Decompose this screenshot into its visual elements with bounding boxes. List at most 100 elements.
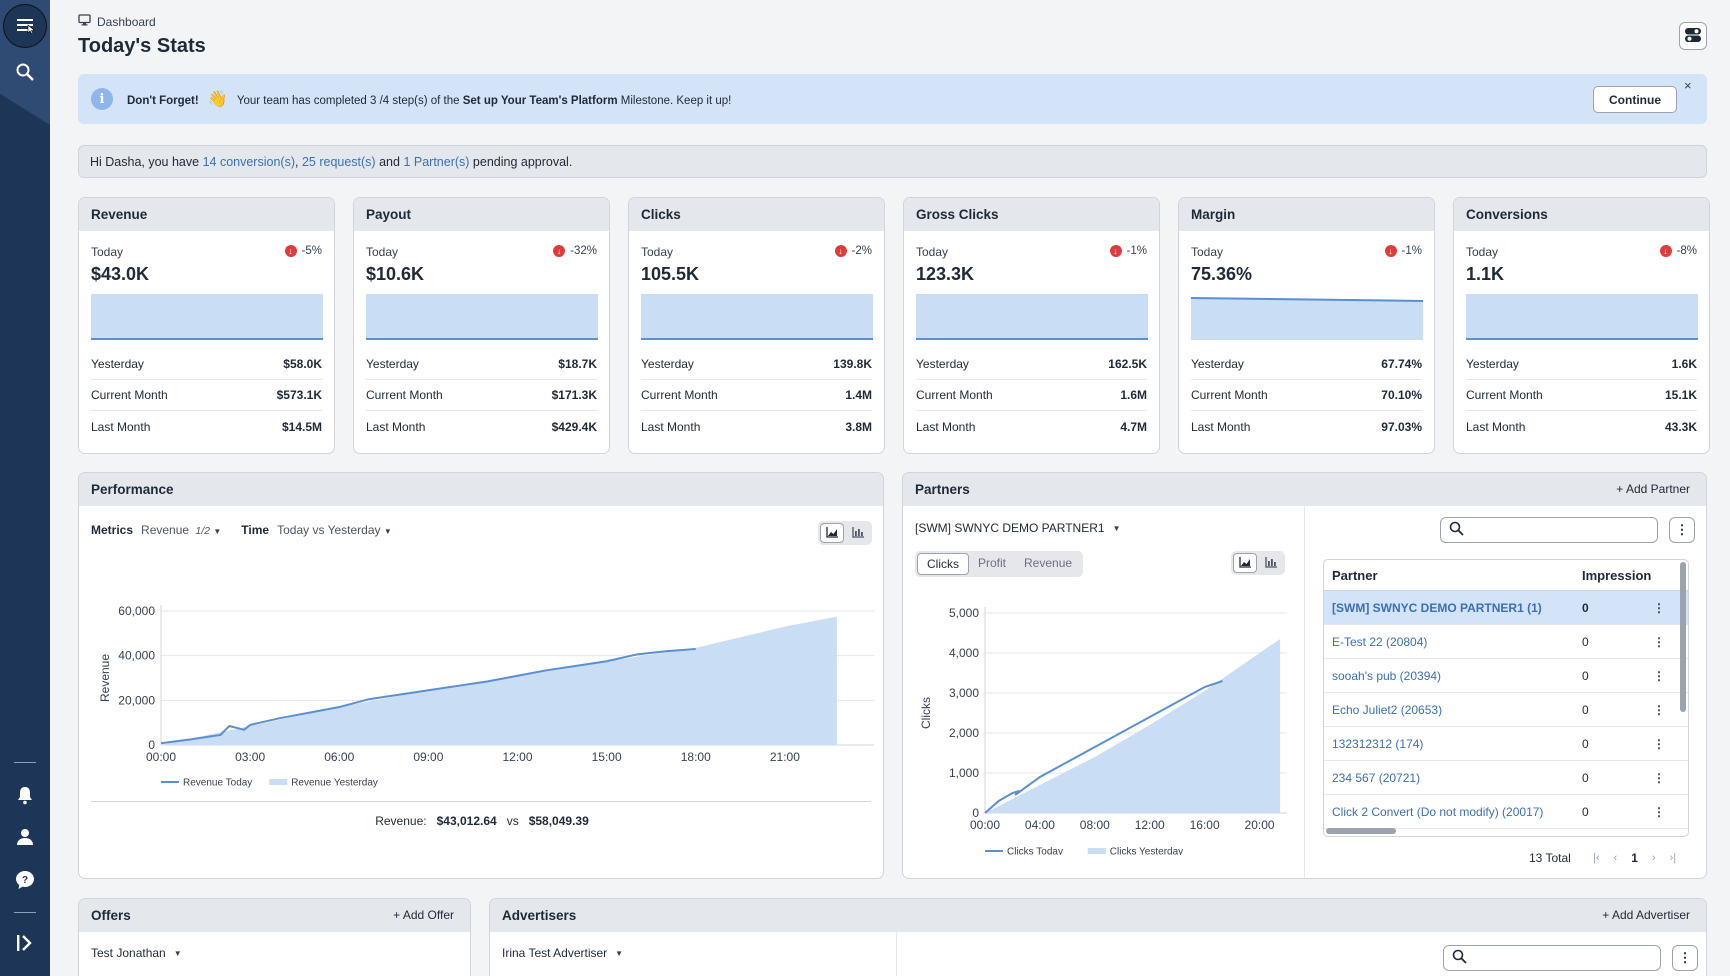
table-row[interactable]: sooah's pub (20394) 0 ⋮ <box>1324 659 1688 693</box>
tab-profit[interactable]: Profit <box>978 556 1007 570</box>
y-tick-label: 40,000 <box>118 649 155 663</box>
tab-revenue[interactable]: Revenue <box>1024 556 1073 570</box>
stat-row: Last Month 4.7M <box>916 411 1147 442</box>
metrics-dropdown[interactable]: Revenue 1/2 ▼ <box>141 523 221 537</box>
area-chart-button[interactable] <box>1233 553 1257 573</box>
advertiser-search[interactable] <box>1443 945 1661 971</box>
search-icon <box>1452 949 1467 967</box>
view-toggle-button[interactable] <box>1679 22 1707 50</box>
row-actions-button[interactable]: ⋮ <box>1644 601 1674 615</box>
breadcrumb-label[interactable]: Dashboard <box>97 14 156 29</box>
offer-select[interactable]: Test Jonathan ▼ <box>91 946 182 960</box>
partner-options-button[interactable]: ⋮ <box>1669 517 1695 543</box>
stat-today-label: Today <box>366 245 399 259</box>
column-impressions[interactable]: Impression <box>1582 567 1652 583</box>
legend-label[interactable]: Clicks Yesterday <box>1110 847 1183 856</box>
table-row[interactable]: 234 567 (20721) 0 ⋮ <box>1324 761 1688 795</box>
add-advertiser-button[interactable]: + Add Advertiser <box>1602 908 1690 922</box>
next-page-icon[interactable]: › <box>1651 852 1656 864</box>
partner-search-input[interactable] <box>1470 523 1610 537</box>
legend-label[interactable]: Revenue Yesterday <box>291 778 378 789</box>
partners-link[interactable]: 1 Partner(s) <box>403 154 470 169</box>
last-page-icon[interactable]: ›| <box>1669 852 1677 864</box>
time-dropdown[interactable]: Today vs Yesterday ▼ <box>277 523 392 537</box>
first-page-icon[interactable]: |‹ <box>1593 852 1600 864</box>
x-tick-label: 09:00 <box>413 750 443 764</box>
advertiser-select[interactable]: Irina Test Advertiser ▼ <box>502 946 623 960</box>
stat-row-value: 1.6K <box>1671 357 1697 371</box>
stat-row-label: Yesterday <box>916 357 969 371</box>
conversions-link[interactable]: 14 conversion(s) <box>202 154 295 169</box>
row-actions-button[interactable]: ⋮ <box>1644 771 1674 785</box>
legend-label[interactable]: Clicks Today <box>1007 847 1063 856</box>
vertical-scrollbar[interactable] <box>1680 562 1686 712</box>
prev-page-icon[interactable]: ‹ <box>1613 852 1618 864</box>
table-row[interactable]: Echo Juliet2 (20653) 0 ⋮ <box>1324 693 1688 727</box>
horizontal-scrollbar[interactable] <box>1326 828 1396 834</box>
stat-card-margin: Margin Today ↓ -1% 75.36% Yesterday 67.74% Curr… <box>1178 197 1435 454</box>
stat-row: Current Month 1.6M <box>916 380 1147 411</box>
stat-row: Last Month 43.3K <box>1466 411 1697 442</box>
row-actions-button[interactable]: ⋮ <box>1644 805 1674 819</box>
y-axis-label: Clicks <box>919 697 933 729</box>
current-page[interactable]: 1 <box>1631 851 1638 865</box>
stat-today-label: Today <box>91 245 124 259</box>
table-row[interactable]: 132312312 (174) 0 ⋮ <box>1324 727 1688 761</box>
table-row[interactable]: Click 2 Convert (Do not modify) (20017) 0… <box>1324 795 1688 829</box>
table-row[interactable]: [SWM] SWNYC DEMO PARTNER1 (1) 0 ⋮ <box>1324 591 1688 625</box>
menu-button[interactable] <box>3 4 47 48</box>
notifications-button[interactable] <box>8 779 42 813</box>
add-partner-button[interactable]: + Add Partner <box>1616 482 1690 496</box>
row-actions-button[interactable]: ⋮ <box>1644 635 1674 649</box>
requests-link[interactable]: 25 request(s) <box>301 154 376 169</box>
partner-name-link[interactable]: 132312312 (174) <box>1332 736 1424 751</box>
advertisers-panel: Advertisers + Add Advertiser Irina Test … <box>489 898 1707 976</box>
stat-row-label: Last Month <box>1191 419 1251 434</box>
offers-title: Offers <box>91 908 131 923</box>
partner-name-link[interactable]: Echo Juliet2 (20653) <box>1332 702 1443 717</box>
stat-row-label: Last Month <box>91 419 151 434</box>
partner-name-link[interactable]: E-Test 22 (20804) <box>1332 634 1428 649</box>
partner-select[interactable]: [SWM] SWNYC DEMO PARTNER1 ▼ <box>915 521 1121 535</box>
stat-row: Yesterday 162.5K <box>916 349 1147 380</box>
partner-name-link[interactable]: Click 2 Convert (Do not modify) (20017) <box>1332 804 1544 819</box>
partner-impressions: 0 <box>1582 736 1589 751</box>
partner-search[interactable] <box>1440 517 1658 543</box>
legend-label[interactable]: Revenue Today <box>183 778 252 789</box>
stat-row: Yesterday $18.7K <box>366 349 597 380</box>
stat-row-value: 162.5K <box>1108 357 1147 371</box>
stat-sparkline <box>916 294 1148 340</box>
advertiser-options-button[interactable]: ⋮ <box>1672 945 1698 971</box>
x-tick-label: 16:00 <box>1190 818 1220 832</box>
wave-emoji: 👋 <box>207 91 228 108</box>
partner-name-link[interactable]: [SWM] SWNYC DEMO PARTNER1 (1) <box>1332 600 1542 615</box>
partner-name-link[interactable]: sooah's pub (20394) <box>1332 668 1442 683</box>
help-button[interactable]: ? <box>8 864 42 898</box>
stat-row-value: 139.8K <box>833 357 872 371</box>
row-actions-button[interactable]: ⋮ <box>1644 669 1674 683</box>
search-button[interactable] <box>8 56 42 90</box>
performance-chart: 0 20,000 40,000 60,000 00:00 03:00 06:00 09:00 1… <box>98 604 874 789</box>
bar-chart-button[interactable] <box>846 523 870 543</box>
area-chart-button[interactable] <box>820 523 844 543</box>
advertiser-search-input[interactable] <box>1473 951 1613 965</box>
bar-chart-button[interactable] <box>1259 553 1283 573</box>
row-actions-button[interactable]: ⋮ <box>1644 703 1674 717</box>
tab-clicks[interactable]: Clicks <box>917 553 969 575</box>
series-area-clicks-yesterday <box>985 639 1281 813</box>
row-actions-button[interactable]: ⋮ <box>1644 737 1674 751</box>
stat-row-label: Last Month <box>916 419 976 434</box>
bell-icon <box>16 785 34 808</box>
partner-name-link[interactable]: 234 567 (20721) <box>1332 770 1421 785</box>
expand-sidebar-button[interactable] <box>8 927 42 961</box>
panel-divider <box>1304 506 1305 878</box>
profile-button[interactable] <box>8 821 42 855</box>
partner-clicks-chart: 0 1,000 2,000 3,000 4,000 5,000 00:00 04:00 08:0… <box>919 606 1287 856</box>
stat-change-value: -1% <box>1401 245 1422 257</box>
add-offer-button[interactable]: + Add Offer <box>393 908 454 922</box>
close-icon[interactable]: × <box>1684 78 1692 93</box>
partners-table: Partner Impression [SWM] SWNYC DEMO PART… <box>1323 559 1689 837</box>
column-partner[interactable]: Partner <box>1332 567 1378 583</box>
continue-button[interactable]: Continue <box>1593 86 1677 113</box>
table-row[interactable]: E-Test 22 (20804) 0 ⋮ <box>1324 625 1688 659</box>
